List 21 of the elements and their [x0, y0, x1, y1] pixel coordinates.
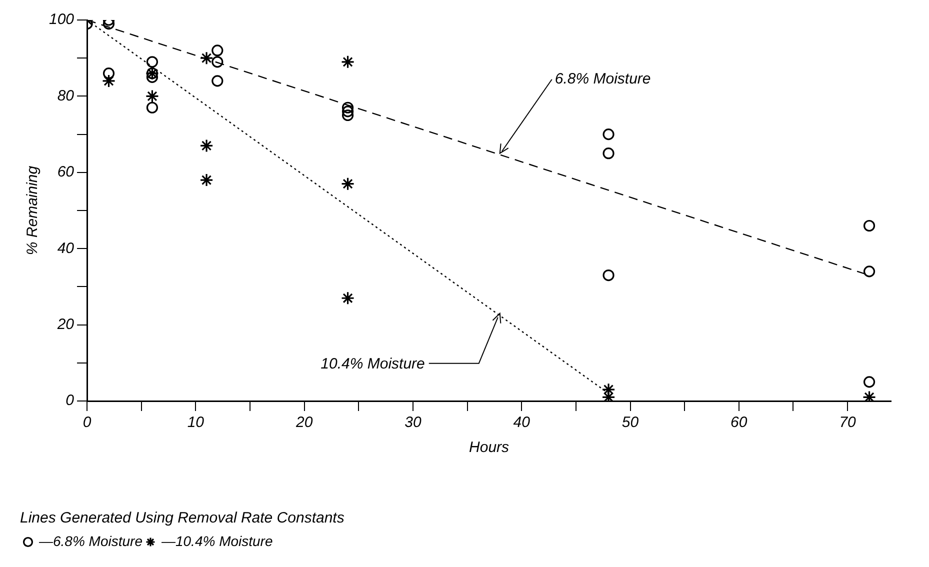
x-tick-label: 50	[622, 414, 640, 432]
legend-label: —6.8% Moisture	[38, 532, 143, 549]
x-tick-label: 30	[404, 414, 422, 432]
annotation: 6.8% Moisture	[554, 70, 651, 88]
legend-title: Lines Generated Using Removal Rate Constants	[20, 510, 345, 527]
annotation: 10.4% Moisture	[320, 356, 425, 373]
legend-label: —10.4% Moisture	[160, 532, 273, 549]
x-tick-label: 10	[187, 414, 205, 432]
x-tick-label: 60	[730, 414, 748, 432]
x-tick-label: 0	[82, 414, 92, 432]
x-tick-label: 70	[839, 414, 857, 432]
x-axis-title: Hours	[469, 439, 510, 456]
y-tick-label: 100	[48, 11, 75, 28]
y-tick-label: 0	[66, 392, 75, 410]
y-tick-label: 80	[57, 87, 75, 104]
x-tick-label: 20	[294, 414, 314, 432]
y-tick-label: 40	[57, 240, 75, 257]
y-axis-title: % Remaining	[24, 165, 42, 256]
x-tick-label: 40	[513, 414, 531, 432]
y-tick-label: 60	[57, 164, 75, 181]
y-tick-label: 20	[56, 316, 75, 333]
